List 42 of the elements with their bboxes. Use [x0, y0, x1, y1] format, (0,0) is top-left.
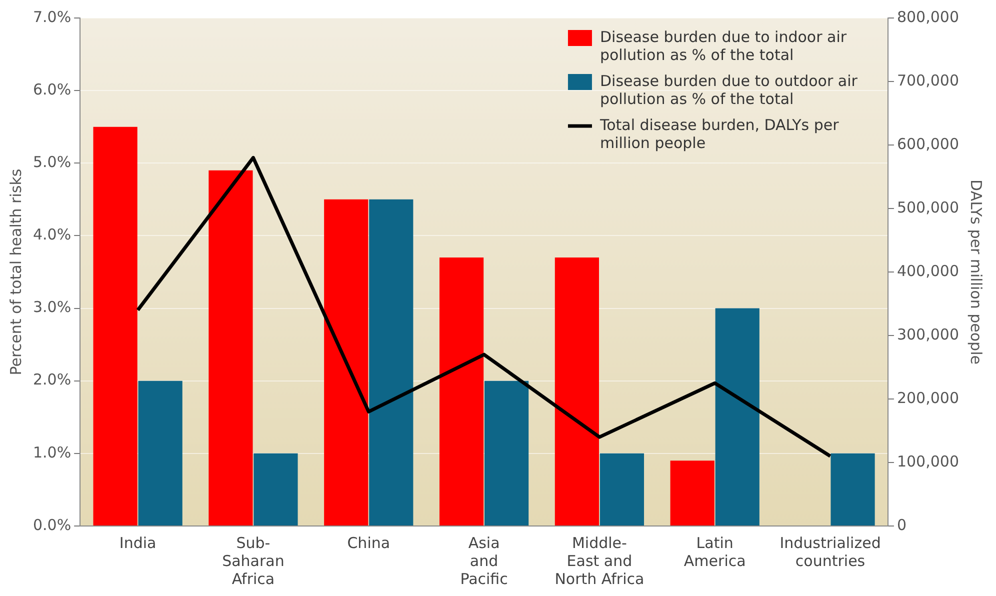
y2-tick-label: 400,000 — [896, 262, 959, 280]
bar — [254, 453, 298, 526]
x-tick-label: China — [347, 534, 390, 552]
y2-tick-label: 800,000 — [896, 8, 959, 26]
y2-tick-label: 100,000 — [896, 452, 959, 470]
x-tick-label: Sub- Saharan Africa — [222, 534, 284, 588]
bar — [484, 380, 529, 526]
y-tick-label: 4.0% — [33, 226, 72, 244]
y-tick-label: 5.0% — [33, 153, 72, 172]
y2-tick-label: 700,000 — [896, 71, 959, 90]
y2-tick-label: 500,000 — [896, 198, 959, 216]
y-tick-label: 1.0% — [33, 443, 72, 462]
bar — [439, 257, 484, 526]
y-tick-label: 2.0% — [33, 370, 72, 389]
bar — [369, 199, 414, 526]
legend-label: Total disease burden, DALYs per million people — [598, 116, 840, 152]
y2-tick-label: 600,000 — [896, 134, 959, 153]
bar — [554, 257, 599, 526]
x-tick-label: Industrialized countries — [780, 534, 881, 570]
bar — [830, 453, 875, 526]
bar — [208, 170, 253, 526]
y-axis-title: Percent of total health risks — [6, 168, 25, 376]
legend-label: Disease burden due to outdoor air pollution as % of the total — [600, 72, 858, 108]
legend-label: Disease burden due to indoor air pollution as % of the total — [600, 28, 848, 64]
y2-tick-label: 0 — [896, 516, 907, 534]
bar — [670, 460, 714, 526]
y-tick-label: 6.0% — [33, 80, 72, 98]
y2-tick-label: 300,000 — [896, 325, 959, 344]
y-tick-label: 7.0% — [33, 8, 72, 26]
x-tick-label: Latin America — [684, 534, 746, 570]
bar — [600, 453, 644, 526]
x-tick-label: India — [119, 534, 156, 552]
x-tick-label: Middle- East and North Africa — [554, 534, 644, 588]
y-tick-label: 3.0% — [33, 298, 72, 316]
bar — [93, 126, 138, 526]
bar — [138, 380, 182, 526]
bar — [715, 308, 760, 526]
x-tick-label: Asia and Pacific — [460, 534, 508, 588]
bar — [324, 199, 368, 526]
y2-tick-label: 200,000 — [896, 388, 959, 407]
y2-axis-title: DALYs per million people — [967, 180, 986, 364]
y-tick-label: 0.0% — [33, 516, 72, 534]
